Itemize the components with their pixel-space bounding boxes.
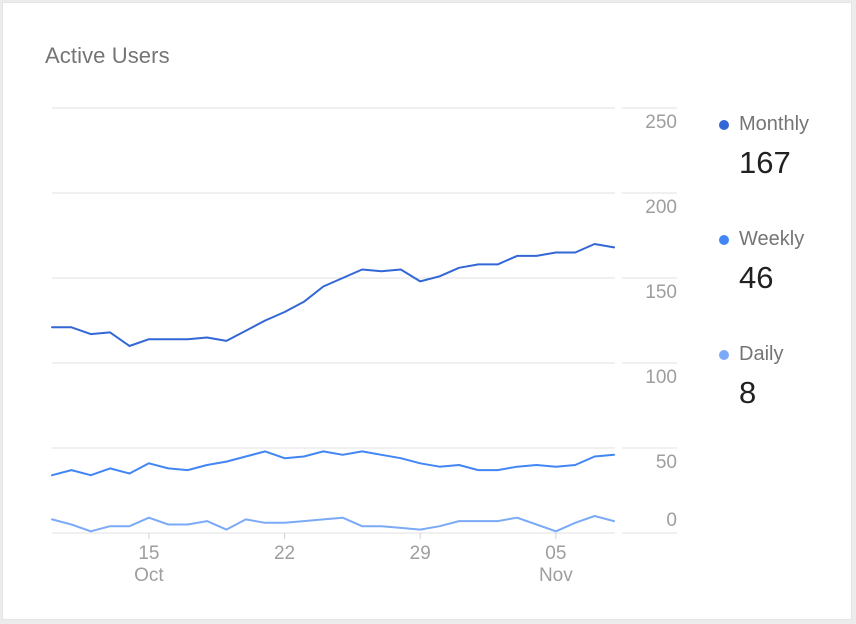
legend-value-monthly: 167	[739, 145, 791, 180]
x-tick-label-15: 15	[138, 543, 159, 564]
x-tick-label-05: 05	[545, 543, 566, 564]
legend-value-weekly: 46	[739, 260, 774, 295]
legend-dot-monthly	[719, 120, 729, 130]
x-tick-label-22: 22	[274, 543, 295, 564]
x-tick-label-29: 29	[410, 543, 431, 564]
y-tick-label-100: 100	[645, 367, 677, 388]
series-line-daily[interactable]	[51, 515, 615, 533]
y-tick-label-250: 250	[645, 112, 677, 133]
y-tick-label-200: 200	[645, 197, 677, 218]
legend-label-weekly: Weekly	[739, 228, 805, 250]
series-lines	[51, 243, 615, 533]
x-tick-sublabel-nov: Nov	[539, 565, 573, 586]
card-title: Active Users	[45, 43, 170, 68]
y-tick-label-150: 150	[645, 282, 677, 303]
series-line-monthly[interactable]	[51, 243, 615, 347]
legend-dot-weekly	[719, 235, 729, 245]
legend-dot-daily	[719, 350, 729, 360]
y-axis-ticks: 0 50 100 150 200 250	[645, 112, 677, 531]
y-tick-label-50: 50	[656, 452, 677, 473]
legend-value-daily: 8	[739, 375, 757, 410]
series-line-weekly[interactable]	[51, 450, 615, 477]
legend-label-daily: Daily	[739, 343, 784, 365]
legend-label-monthly: Monthly	[739, 113, 810, 135]
x-tick-sublabel-oct: Oct	[134, 565, 164, 586]
y-tick-label-0: 0	[666, 510, 677, 531]
gridlines	[52, 107, 677, 534]
